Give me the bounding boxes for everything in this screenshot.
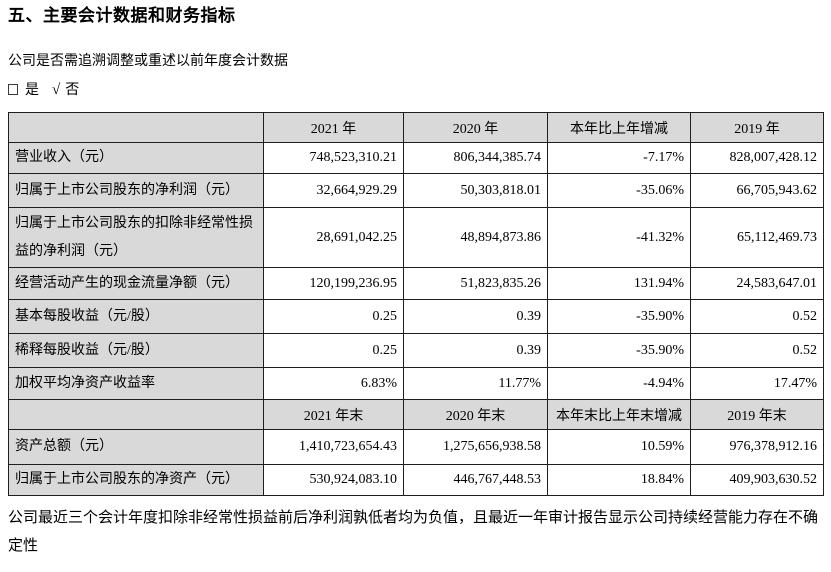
cell-value: 976,378,912.16 <box>690 429 824 465</box>
yes-no-line: 是 √ 否 <box>8 81 823 100</box>
cell-value: 50,303,818.01 <box>403 173 548 208</box>
table-row: 归属于上市公司股东的净利润（元） 32,664,929.29 50,303,81… <box>8 173 824 208</box>
cell-value: 1,410,723,654.43 <box>263 429 404 465</box>
checkbox-icon <box>8 84 18 95</box>
cell-value: 409,903,630.52 <box>690 464 824 496</box>
row-label: 稀释每股收益（元/股） <box>8 333 264 368</box>
cell-value: -41.32% <box>547 207 691 268</box>
period-header-row: 2021 年 2020 年 本年比上年增减 2019 年 <box>8 112 824 143</box>
no-label: 否 <box>65 83 80 98</box>
cell-value: 17.47% <box>690 367 824 400</box>
cell-value: 32,664,929.29 <box>263 173 404 208</box>
cell-value: 6.83% <box>263 367 404 400</box>
corner-cell <box>8 399 264 430</box>
restatement-question: 公司是否需追溯调整或重述以前年度会计数据 <box>8 54 288 69</box>
cell-value: 51,823,835.26 <box>403 267 548 300</box>
row-label: 加权平均净资产收益率 <box>8 367 264 400</box>
period-end-header-row: 2021 年末 2020 年末 本年末比上年末增减 2019 年末 <box>8 399 824 430</box>
corner-cell <box>8 112 264 143</box>
period-header-cell: 2021 年末 <box>263 399 404 430</box>
cell-value: -35.06% <box>547 173 691 208</box>
cell-value: 0.39 <box>403 333 548 368</box>
cell-value: 18.84% <box>547 464 691 496</box>
yes-label: 是 <box>25 83 39 98</box>
cell-value: 48,894,873.86 <box>403 207 548 268</box>
table-row: 稀释每股收益（元/股） 0.25 0.39 -35.90% 0.52 <box>8 333 824 368</box>
table-row: 归属于上市公司股东的净资产（元） 530,924,083.10 446,767,… <box>8 464 824 496</box>
row-label: 归属于上市公司股东的净利润（元） <box>8 173 264 208</box>
cell-value: 0.52 <box>690 333 824 368</box>
cell-value: 1,275,656,938.58 <box>403 429 548 465</box>
footnote: 公司最近三个会计年度扣除非经常性损益前后净利润孰低者均为负值，且最近一年审计报告… <box>8 510 819 554</box>
cell-value: -4.94% <box>547 367 691 400</box>
cell-value: 28,691,042.25 <box>263 207 404 268</box>
row-label: 营业收入（元） <box>8 142 264 174</box>
checkmark-icon: √ <box>52 82 61 98</box>
table-row: 营业收入（元） 748,523,310.21 806,344,385.74 -7… <box>8 142 824 174</box>
period-header-cell: 2020 年 <box>403 112 548 143</box>
cell-value: 748,523,310.21 <box>263 142 404 174</box>
cell-value: 530,924,083.10 <box>263 464 404 496</box>
cell-value: 0.39 <box>403 299 548 334</box>
cell-value: -35.90% <box>547 299 691 334</box>
row-label: 资产总额（元） <box>8 429 264 465</box>
row-label: 归属于上市公司股东的净资产（元） <box>8 464 264 496</box>
cell-value: 446,767,448.53 <box>403 464 548 496</box>
period-header-cell: 2020 年末 <box>403 399 548 430</box>
cell-value: 120,199,236.95 <box>263 267 404 300</box>
table-row: 基本每股收益（元/股） 0.25 0.39 -35.90% 0.52 <box>8 299 824 334</box>
cell-value: 828,007,428.12 <box>690 142 824 174</box>
period-header-cell: 本年末比上年末增减 <box>547 399 691 430</box>
period-header-cell: 本年比上年增减 <box>547 112 691 143</box>
table-row: 加权平均净资产收益率 6.83% 11.77% -4.94% 17.47% <box>8 367 824 400</box>
cell-value: 806,344,385.74 <box>403 142 548 174</box>
cell-value: 0.25 <box>263 299 404 334</box>
period-header-cell: 2021 年 <box>263 112 404 143</box>
table-row: 经营活动产生的现金流量净额（元） 120,199,236.95 51,823,8… <box>8 267 824 300</box>
cell-value: 131.94% <box>547 267 691 300</box>
cell-value: 10.59% <box>547 429 691 465</box>
row-label: 基本每股收益（元/股） <box>8 299 264 334</box>
section-title: 五、主要会计数据和财务指标 <box>8 6 236 25</box>
table-row: 资产总额（元） 1,410,723,654.43 1,275,656,938.5… <box>8 429 824 465</box>
cell-value: 24,583,647.01 <box>690 267 824 300</box>
cell-value: 0.25 <box>263 333 404 368</box>
period-header-cell: 2019 年末 <box>690 399 824 430</box>
cell-value: 65,112,469.73 <box>690 207 824 268</box>
financial-indicators-table: 2021 年 2020 年 本年比上年增减 2019 年 营业收入（元） 748… <box>8 112 824 496</box>
table-row: 归属于上市公司股东的扣除非经常性损益的净利润（元） 28,691,042.25 … <box>8 207 824 268</box>
report-page: 五、主要会计数据和财务指标 公司是否需追溯调整或重述以前年度会计数据 是 √ 否 2… <box>8 6 824 554</box>
period-header-cell: 2019 年 <box>690 112 824 143</box>
cell-value: 11.77% <box>403 367 548 400</box>
cell-value: -35.90% <box>547 333 691 368</box>
row-label: 经营活动产生的现金流量净额（元） <box>8 267 264 300</box>
cell-value: 66,705,943.62 <box>690 173 824 208</box>
cell-value: -7.17% <box>547 142 691 174</box>
row-label: 归属于上市公司股东的扣除非经常性损益的净利润（元） <box>8 207 264 268</box>
cell-value: 0.52 <box>690 299 824 334</box>
